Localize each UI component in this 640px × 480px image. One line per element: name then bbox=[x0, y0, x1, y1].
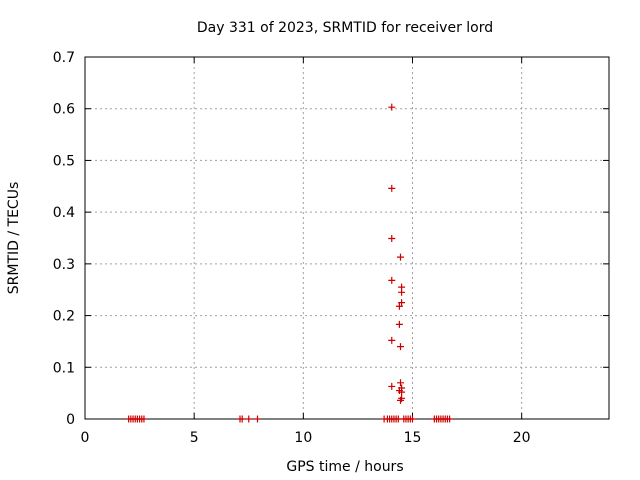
y-tick-label: 0.1 bbox=[53, 360, 75, 376]
x-axis-label: GPS time / hours bbox=[286, 459, 403, 475]
data-point bbox=[395, 320, 403, 328]
y-tick-label: 0.2 bbox=[53, 309, 75, 325]
y-tick-label: 0.7 bbox=[53, 50, 75, 66]
data-point bbox=[398, 299, 406, 307]
y-tick-label: 0.6 bbox=[53, 102, 75, 118]
y-tick-label: 0.5 bbox=[53, 153, 75, 169]
data-point bbox=[388, 336, 396, 344]
data-point bbox=[388, 184, 396, 192]
data-point bbox=[140, 415, 148, 423]
chart-title: Day 331 of 2023, SRMTID for receiver lor… bbox=[197, 20, 493, 36]
x-tick-label: 15 bbox=[404, 430, 422, 446]
data-point bbox=[398, 388, 406, 396]
tick-layer: 0 0.1 0.2 0.3 0.4 0.5 0.6 0.7 0 5 10 15 20 bbox=[53, 50, 609, 446]
y-tick-label: 0.4 bbox=[53, 205, 75, 221]
plot-frame bbox=[84, 56, 610, 420]
x-tick-label: 0 bbox=[81, 430, 90, 446]
y-axis-label: SRMTID / TECUs bbox=[6, 182, 22, 295]
x-tick-label: 20 bbox=[513, 430, 531, 446]
data-point bbox=[238, 415, 246, 423]
data-point bbox=[388, 382, 396, 390]
data-point bbox=[446, 415, 454, 423]
data-point bbox=[398, 288, 406, 296]
data-point bbox=[409, 415, 416, 423]
x-tick-label: 5 bbox=[190, 430, 199, 446]
data-point bbox=[388, 235, 396, 243]
data-point bbox=[396, 396, 404, 404]
data-point bbox=[396, 253, 404, 261]
y-tick-label: 0 bbox=[66, 412, 75, 428]
data-point bbox=[253, 415, 261, 423]
y-tick-label: 0.3 bbox=[53, 257, 75, 273]
x-tick-label: 10 bbox=[294, 430, 312, 446]
data-layer bbox=[125, 103, 454, 423]
data-point bbox=[388, 103, 396, 111]
grid-layer bbox=[85, 57, 609, 419]
data-point bbox=[396, 343, 404, 351]
data-point bbox=[396, 379, 404, 387]
data-point bbox=[395, 302, 403, 310]
data-point bbox=[245, 415, 253, 423]
data-point bbox=[388, 276, 396, 284]
